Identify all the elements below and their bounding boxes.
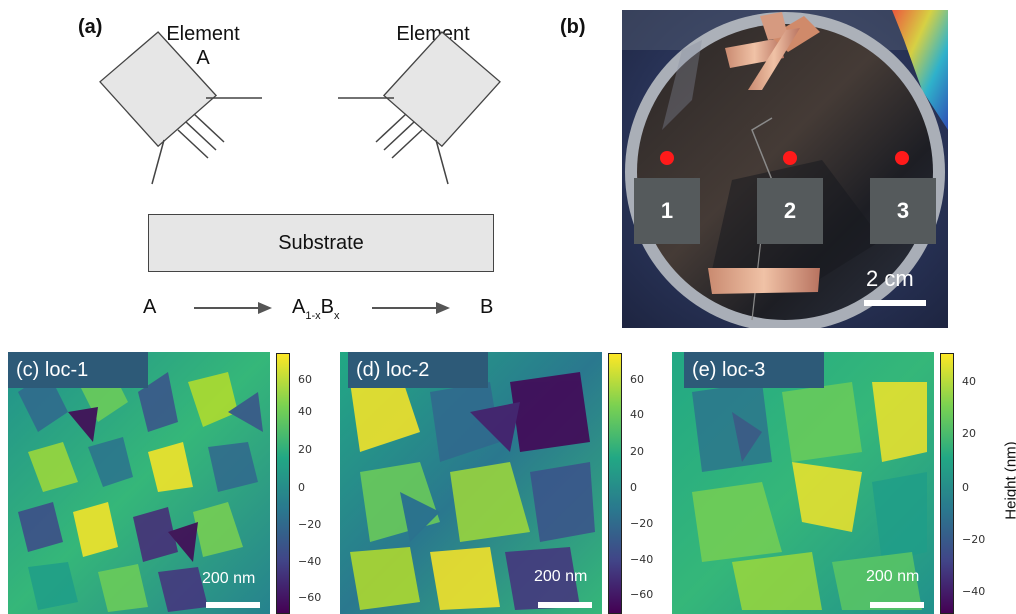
element-a-label: Element A <box>166 23 240 69</box>
tick-label: 0 <box>298 481 305 494</box>
gradient-start-label: A <box>143 296 157 318</box>
tick-label: 20 <box>630 445 644 458</box>
colorbar-ticks-loc-3: 40 20 0 −20 −40 <box>956 353 986 614</box>
photo-scale-label: 2 cm <box>866 266 914 291</box>
substrate-box: Substrate <box>148 214 494 272</box>
map-label-loc-2: (d) loc-2 <box>348 352 488 388</box>
tick-label: −40 <box>630 553 654 566</box>
sputter-sources-diagram <box>99 31 501 185</box>
panel-b-label: (b) <box>560 16 586 38</box>
map-scale-bar-loc-2 <box>538 602 592 608</box>
gradient-arrow-1 <box>194 302 272 314</box>
colorbar-loc-2 <box>608 353 622 614</box>
tick-label: 40 <box>962 375 976 388</box>
tick-label: 40 <box>630 408 644 421</box>
panel-a-label: (a) <box>78 16 103 38</box>
colorbar-ticks-loc-2: 60 40 20 0 −20 −40 −60 <box>624 353 664 614</box>
source-a-gun <box>99 31 262 185</box>
map-scale-label-loc-1: 200 nm <box>202 570 256 587</box>
red-dot-2 <box>783 151 797 165</box>
tick-label: −20 <box>298 518 322 531</box>
tick-label: 20 <box>298 443 312 456</box>
tick-label: −40 <box>962 585 986 598</box>
wafer-photo: 1 2 3 2 cm <box>622 10 948 328</box>
tick-label: −60 <box>630 588 654 601</box>
photo-scale-bar <box>864 300 926 306</box>
map-scale-bar-loc-1 <box>206 602 260 608</box>
tick-label: 40 <box>298 405 312 418</box>
tick-label: 60 <box>630 373 644 386</box>
red-dot-3 <box>895 151 909 165</box>
map-label-loc-1: (c) loc-1 <box>8 352 148 388</box>
tick-label: 0 <box>630 481 637 494</box>
tick-label: −60 <box>298 591 322 604</box>
source-b-gun <box>338 31 501 185</box>
afm-map-loc-3: (e) loc-3 200 nm <box>672 352 934 614</box>
tick-label: 0 <box>962 481 969 494</box>
colorbar-loc-3 <box>940 353 954 614</box>
map-scale-label-loc-3: 200 nm <box>866 568 920 585</box>
map-scale-bar-loc-3 <box>870 602 924 608</box>
afm-map-loc-2: (d) loc-2 200 nm <box>340 352 602 614</box>
colorbar-title: Height (nm) <box>1002 441 1016 520</box>
tick-label: −20 <box>962 533 986 546</box>
map-label-loc-3: (e) loc-3 <box>684 352 824 388</box>
afm-map-loc-1: (c) loc-1 200 nm <box>8 352 270 614</box>
tick-label: −20 <box>630 517 654 530</box>
tick-label: 60 <box>298 373 312 386</box>
gradient-mid-label: A1-xBx <box>292 296 340 322</box>
location-marker-2: 2 <box>757 178 823 244</box>
red-dot-1 <box>660 151 674 165</box>
location-marker-3: 3 <box>870 178 936 244</box>
location-marker-1: 1 <box>634 178 700 244</box>
gradient-arrow-2 <box>372 302 450 314</box>
tick-label: −40 <box>298 555 322 568</box>
gradient-end-label: B <box>480 296 494 318</box>
map-scale-label-loc-2: 200 nm <box>534 568 588 585</box>
colorbar-loc-1 <box>276 353 290 614</box>
tick-label: 20 <box>962 427 976 440</box>
colorbar-ticks-loc-1: 60 40 20 0 −20 −40 −60 <box>292 353 332 614</box>
